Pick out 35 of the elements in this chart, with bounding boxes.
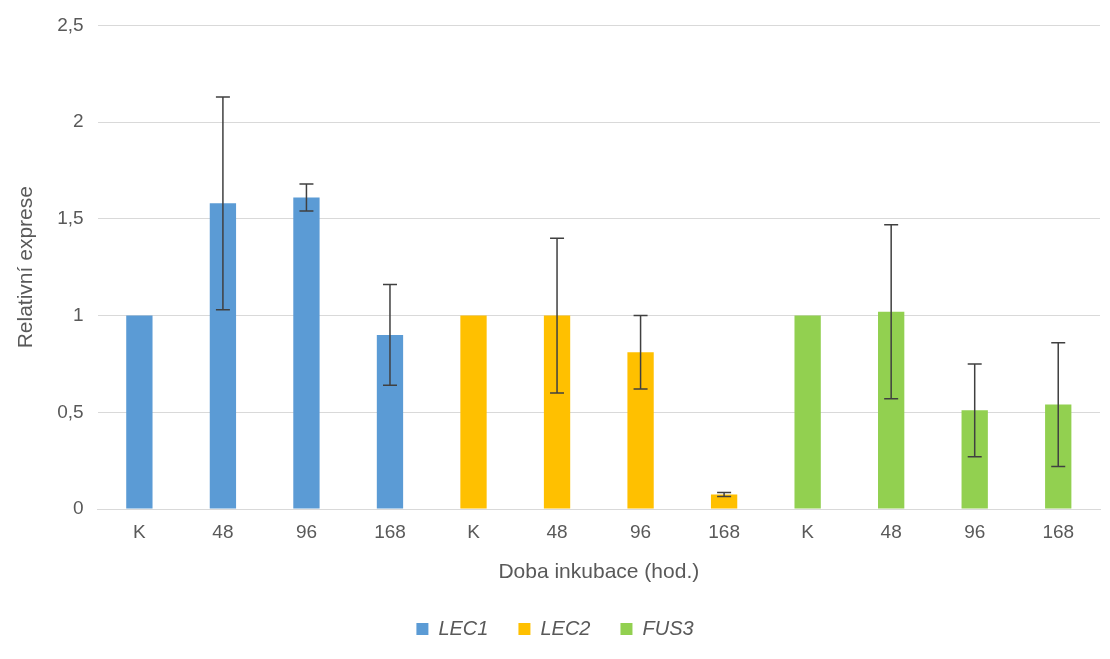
- x-tick-label: 48: [546, 520, 568, 542]
- x-tick-label: K: [133, 520, 147, 542]
- bar: [961, 410, 988, 509]
- bar: [627, 352, 654, 509]
- x-tick-label: 96: [630, 520, 652, 542]
- bar: [376, 334, 404, 509]
- x-tick-label: 96: [964, 520, 986, 542]
- x-tick-label: 168: [374, 520, 406, 542]
- y-tick-label: 2: [73, 110, 84, 132]
- x-axis-title: Doba inkubace (hod.): [498, 559, 700, 583]
- bar: [794, 315, 821, 509]
- y-tick-label: 0: [73, 497, 84, 519]
- bar: [1045, 404, 1072, 509]
- x-tick-label: 48: [880, 520, 902, 542]
- bar: [293, 197, 320, 509]
- legend-label: LEC2: [540, 616, 591, 639]
- y-tick-label: 1: [73, 303, 84, 325]
- bar: [543, 315, 571, 509]
- bar: [126, 315, 153, 509]
- x-tick-label: K: [801, 520, 815, 542]
- x-tick-label: K: [467, 520, 481, 542]
- bar: [209, 203, 237, 509]
- legend-label: LEC1: [438, 616, 489, 639]
- x-tick-label: 96: [295, 520, 318, 542]
- legend-label: FUS3: [642, 616, 694, 639]
- y-tick-label: 2,5: [57, 13, 84, 35]
- bar: [460, 315, 487, 509]
- bar: [710, 494, 738, 509]
- x-tick-label: 168: [708, 520, 740, 542]
- y-tick-label: 0,5: [57, 400, 84, 422]
- x-tick-label: 168: [1042, 520, 1075, 542]
- x-tick-label: 48: [212, 520, 234, 542]
- bar: [878, 311, 905, 509]
- y-tick-label: 1,5: [57, 207, 84, 229]
- y-axis-title: Relativní exprese: [13, 186, 37, 349]
